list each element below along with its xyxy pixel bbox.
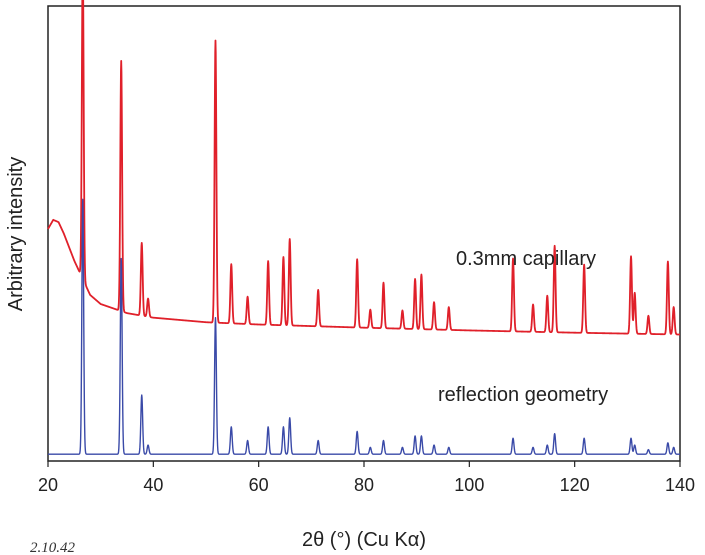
series-layer	[47, 0, 681, 455]
annotation-capillary: 0.3mm capillary	[456, 248, 596, 270]
stray-label: 2.10.42	[30, 540, 76, 555]
x-tick-label: 100	[454, 475, 484, 495]
y-axis-title: Arbitrary intensity	[5, 157, 27, 312]
x-tick-label: 60	[249, 475, 269, 495]
series-line-capillary	[47, 0, 681, 336]
x-tick-label: 40	[143, 475, 163, 495]
series-line-reflection	[47, 198, 681, 455]
x-axis-ticks: 20 40 60 80 100 120 140	[38, 461, 695, 495]
x-axis-title: 2θ (°) (Cu Kα)	[302, 529, 426, 551]
annotation-reflection: reflection geometry	[438, 384, 608, 406]
x-tick-label: 140	[665, 475, 695, 495]
x-tick-label: 20	[38, 475, 58, 495]
x-tick-label: 120	[560, 475, 590, 495]
x-tick-label: 80	[354, 475, 374, 495]
